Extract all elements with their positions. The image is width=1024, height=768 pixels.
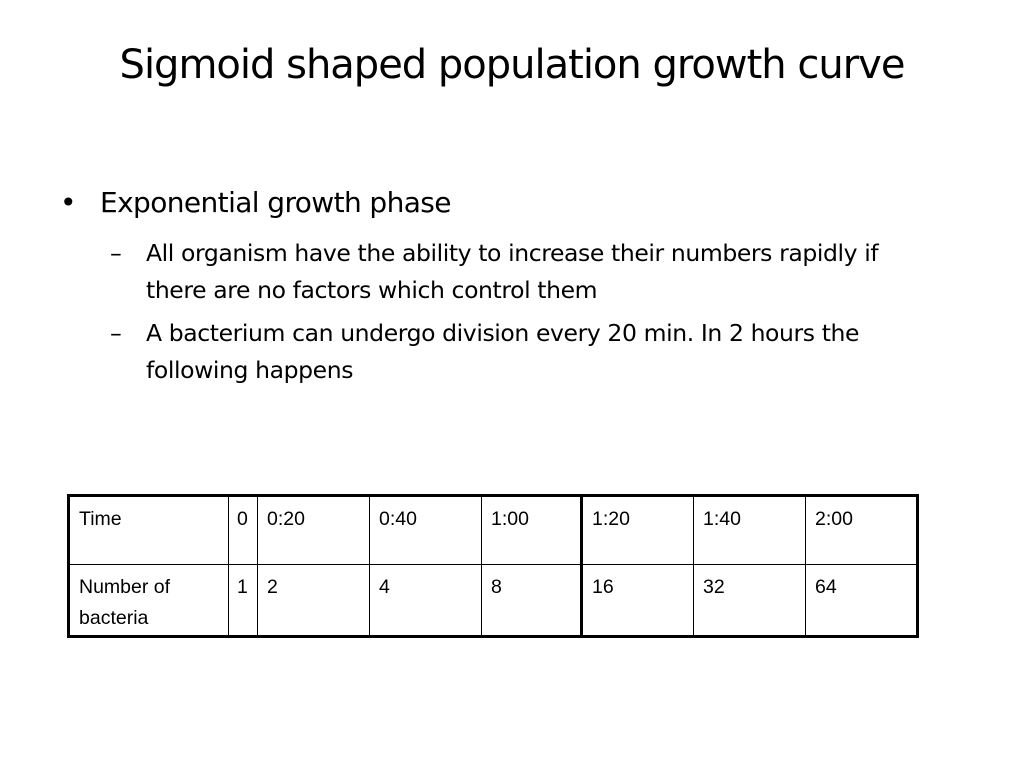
table-cell: 8 xyxy=(481,564,583,637)
table-cell: 1:40 xyxy=(693,495,806,565)
table-row-time: Time 0 0:20 0:40 1:00 1:20 1:40 2:00 xyxy=(68,495,918,565)
subbullet-text: A bacterium can undergo division every 2… xyxy=(146,319,860,384)
subbullet-marker: – xyxy=(110,239,122,267)
table-cell: 0:40 xyxy=(369,495,482,565)
table-cell: 4 xyxy=(369,564,482,637)
subbullet-marker: – xyxy=(110,319,122,347)
bullet-marker: • xyxy=(60,186,77,219)
table-cell: 64 xyxy=(805,564,918,637)
subbullet-text: All organism have the ability to increas… xyxy=(146,239,879,304)
table-cell: 1:00 xyxy=(481,495,583,565)
table-row-number-of-bacteria: Number of bacteria 1 2 4 8 16 32 64 xyxy=(68,564,918,637)
table-row-header: Number of bacteria xyxy=(68,564,229,637)
table-cell: 16 xyxy=(581,564,694,637)
table-cell: 32 xyxy=(693,564,806,637)
slide-title: Sigmoid shaped population growth curve xyxy=(119,42,906,88)
bacteria-growth-table: Time 0 0:20 0:40 1:00 1:20 1:40 2:00 Num… xyxy=(67,494,919,638)
table-cell: 0:20 xyxy=(257,495,370,565)
table-cell: 2 xyxy=(257,564,370,637)
table-cell: 2:00 xyxy=(805,495,918,565)
table-cell: 0 xyxy=(228,495,258,565)
table-cell: 1:20 xyxy=(581,495,694,565)
table-cell: 1 xyxy=(228,564,258,637)
table-row-header: Time xyxy=(68,495,229,565)
bullet-text: Exponential growth phase xyxy=(100,186,452,219)
